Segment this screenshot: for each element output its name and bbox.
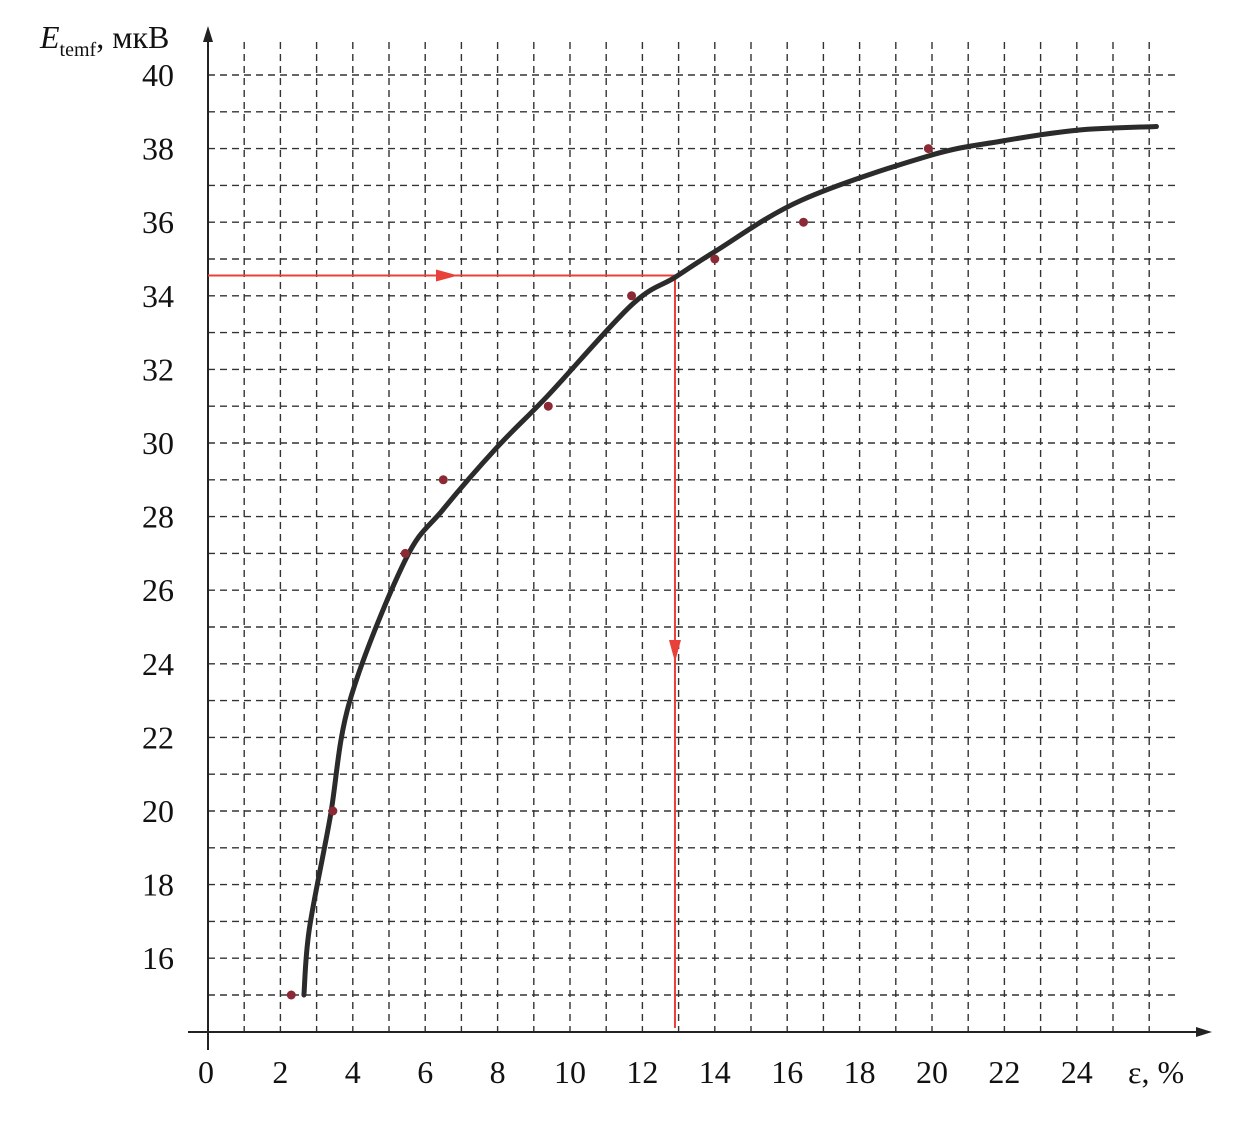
- data-point: [710, 254, 720, 264]
- x-axis-arrow-icon: [1196, 1027, 1212, 1037]
- axes: [188, 26, 1212, 1050]
- y-tick-label: 28: [142, 499, 174, 535]
- arrow-right-icon: [436, 269, 458, 282]
- data-point: [328, 806, 338, 816]
- data-point: [400, 548, 410, 558]
- grid: [208, 42, 1180, 1032]
- x-tick-label: 18: [844, 1054, 876, 1090]
- x-tick-label: 22: [988, 1054, 1020, 1090]
- x-tick-label: 20: [916, 1054, 948, 1090]
- y-tick-labels: 16 18 20 22 24 26 28 30 32 34 36 38 40: [142, 57, 174, 976]
- x-tick-label: 24: [1061, 1054, 1093, 1090]
- x-tick-label: 2: [272, 1054, 288, 1090]
- y-tick-label: 22: [142, 719, 174, 755]
- reading-line: [208, 269, 681, 1028]
- y-axis-arrow-icon: [203, 26, 213, 42]
- y-tick-label: 18: [142, 867, 174, 903]
- x-tick-label: 4: [345, 1054, 361, 1090]
- y-tick-label: 34: [142, 278, 174, 314]
- x-tick-label: 14: [699, 1054, 731, 1090]
- y-tick-label: 26: [142, 572, 174, 608]
- data-point: [286, 990, 296, 1000]
- data-point: [627, 291, 637, 301]
- y-tick-label: 36: [142, 204, 174, 240]
- data-point: [438, 475, 448, 485]
- y-axis-label: Etemf, мкВ: [39, 19, 169, 61]
- data-point: [543, 401, 553, 411]
- x-tick-label: 10: [554, 1054, 586, 1090]
- data-point: [923, 144, 933, 154]
- fit-curve: [301, 124, 1159, 998]
- x-tick-label: 8: [490, 1054, 506, 1090]
- x-tick-label: 16: [771, 1054, 803, 1090]
- y-tick-label: 20: [142, 793, 174, 829]
- y-tick-label: 30: [142, 425, 174, 461]
- data-points: [286, 144, 933, 1000]
- x-axis-label: ε, %: [1128, 1054, 1184, 1090]
- x-tick-label: 12: [626, 1054, 658, 1090]
- y-tick-label: 32: [142, 351, 174, 387]
- arrow-down-icon: [668, 640, 681, 662]
- data-point: [798, 217, 808, 227]
- y-tick-label: 24: [142, 646, 174, 682]
- x-tick-label: 0: [198, 1054, 214, 1090]
- x-tick-labels: 0 2 4 6 8 10 12 14 16 18 20 22 24: [198, 1054, 1093, 1090]
- x-tick-label: 6: [417, 1054, 433, 1090]
- y-tick-label: 38: [142, 131, 174, 167]
- y-tick-label: 40: [142, 57, 174, 93]
- y-tick-label: 16: [142, 940, 174, 976]
